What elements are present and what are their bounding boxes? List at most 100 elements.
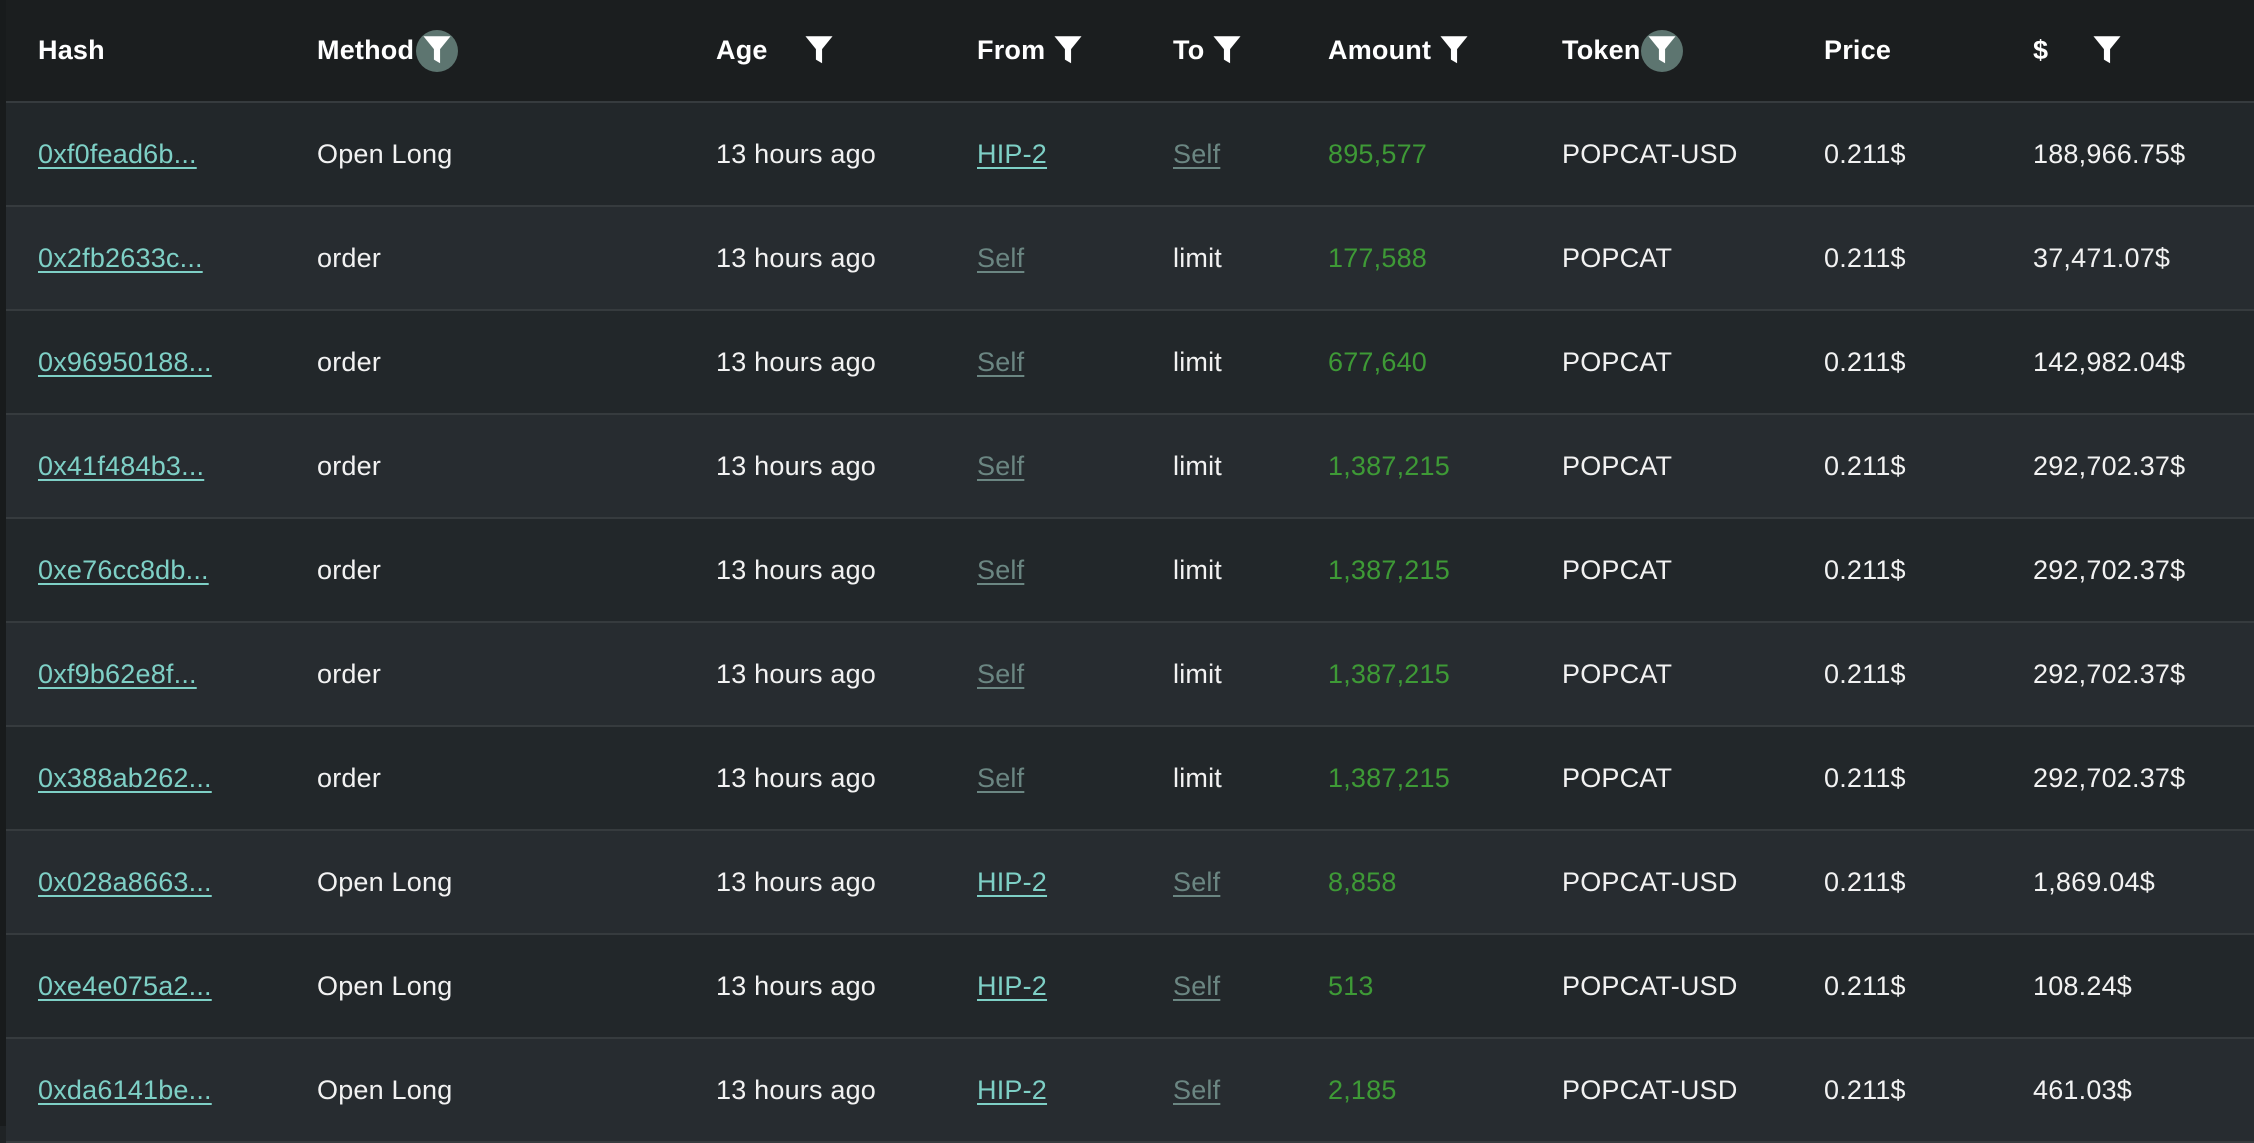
tx-age: 13 hours ago [716,554,877,585]
tx-method: order [317,658,382,689]
tx-method-cell: order [317,415,381,517]
tx-age: 13 hours ago [716,242,877,273]
tx-price: 0.211$ [1824,762,1906,793]
tx-token-cell: POPCAT [1562,311,1672,413]
tx-hash-link-cell: 0x41f484b3... [38,415,204,517]
tx-token-cell: POPCAT-USD [1562,935,1738,1037]
tx-from-link[interactable]: Self [977,450,1025,481]
method-filter-button[interactable] [416,29,459,72]
tx-price: 0.211$ [1824,450,1906,481]
filter-icon [2093,35,2121,63]
tx-hash-link-cell: 0xf9b62e8f... [38,623,197,725]
tx-to-link-cell: Self [1173,103,1220,205]
tx-method: Open Long [317,138,453,169]
tx-from-link[interactable]: HIP-2 [977,970,1048,1001]
age-filter-button[interactable] [798,30,840,72]
to-filter-button[interactable] [1206,30,1248,72]
table-row: 0xe4e075a2... Open Long 13 hours ago HIP-2 S… [6,935,2254,1039]
table-row: 0x96950188... order 13 hours ago Self limit 6… [6,311,2254,415]
tx-amount: 677,640 [1328,346,1427,377]
tx-age-cell: 13 hours ago [716,727,876,829]
tx-token: POPCAT-USD [1562,970,1738,1001]
tx-age: 13 hours ago [716,970,877,1001]
header-token-label: Token [1562,35,1641,65]
tx-to-link[interactable]: Self [1173,866,1221,897]
tx-hash-link[interactable]: 0xe76cc8db... [38,554,209,585]
tx-usd-value: 37,471.07$ [2033,242,2171,273]
token-filter-button[interactable] [1640,29,1683,72]
table-row: 0xe76cc8db... order 13 hours ago Self limit 1… [6,519,2254,623]
tx-hash-link[interactable]: 0xe4e075a2... [38,970,212,1001]
filter-icon [805,35,833,63]
tx-from-link[interactable]: Self [977,554,1025,585]
tx-amount: 1,387,215 [1328,450,1450,481]
tx-hash-link[interactable]: 0xf0fead6b... [38,138,197,169]
tx-to: limit [1173,762,1222,793]
tx-age-cell: 13 hours ago [716,207,876,309]
tx-hash-link[interactable]: 0x96950188... [38,346,212,377]
tx-price-cell: 0.211$ [1824,415,1906,517]
tx-hash-link[interactable]: 0x028a8663... [38,866,212,897]
tx-usd-value-cell: 292,702.37$ [2033,727,2185,829]
tx-hash-link[interactable]: 0x388ab262... [38,762,212,793]
tx-to: limit [1173,242,1222,273]
tx-method: order [317,346,382,377]
tx-from-link[interactable]: Self [977,658,1025,689]
tx-from-link[interactable]: HIP-2 [977,1074,1048,1105]
filter-icon [1213,35,1241,63]
tx-hash-link[interactable]: 0xf9b62e8f... [38,658,197,689]
table-row: 0x388ab262... order 13 hours ago Self limit 1… [6,727,2254,831]
tx-amount: 2,185 [1328,1074,1397,1105]
tx-from-link[interactable]: Self [977,346,1025,377]
tx-token: POPCAT [1562,554,1673,585]
tx-from-link-cell: Self [977,727,1024,829]
tx-token-cell: POPCAT [1562,207,1672,309]
tx-amount: 1,387,215 [1328,762,1450,793]
tx-usd-value: 188,966.75$ [2033,138,2186,169]
tx-from-link-cell: Self [977,519,1024,621]
tx-from-link-cell: HIP-2 [977,1039,1047,1141]
amount-filter-button[interactable] [1433,30,1475,72]
tx-amount-cell: 677,640 [1328,311,1427,413]
tx-token: POPCAT [1562,242,1673,273]
tx-amount-cell: 1,387,215 [1328,519,1450,621]
header-usd-label: $ [2033,35,2049,65]
tx-to-link[interactable]: Self [1173,138,1221,169]
tx-to-link-cell: Self [1173,935,1220,1037]
tx-price-cell: 0.211$ [1824,311,1906,413]
tx-from-link-cell: Self [977,311,1024,413]
tx-hash-link[interactable]: 0x41f484b3... [38,450,205,481]
tx-from-link[interactable]: HIP-2 [977,866,1048,897]
tx-usd-value: 292,702.37$ [2033,762,2186,793]
tx-method-cell: Open Long [317,103,452,205]
tx-hash-link[interactable]: 0xda6141be... [38,1074,212,1105]
tx-price-cell: 0.211$ [1824,831,1906,933]
tx-to-link[interactable]: Self [1173,970,1221,1001]
usd-filter-button[interactable] [2086,30,2128,72]
tx-amount-cell: 1,387,215 [1328,727,1450,829]
tx-from-link[interactable]: HIP-2 [977,138,1048,169]
tx-token: POPCAT [1562,450,1673,481]
tx-token: POPCAT-USD [1562,1074,1738,1105]
tx-usd-value: 292,702.37$ [2033,554,2186,585]
tx-to: limit [1173,450,1222,481]
from-filter-button[interactable] [1047,30,1089,72]
tx-usd-value-cell: 461.03$ [2033,1039,2132,1141]
table-row: 0x2fb2633c... order 13 hours ago Self limit 1… [6,207,2254,311]
header-method-label: Method [317,35,415,65]
filter-icon [423,35,451,63]
tx-hash-link[interactable]: 0x2fb2633c... [38,242,203,273]
tx-to-cell: limit [1173,415,1222,517]
tx-age: 13 hours ago [716,1074,877,1105]
tx-price: 0.211$ [1824,242,1906,273]
tx-usd-value-cell: 292,702.37$ [2033,415,2185,517]
tx-price-cell: 0.211$ [1824,727,1906,829]
tx-from-link[interactable]: Self [977,762,1025,793]
tx-age: 13 hours ago [716,450,877,481]
tx-price-cell: 0.211$ [1824,935,1906,1037]
tx-amount-cell: 1,387,215 [1328,415,1450,517]
header-from-label: From [977,35,1046,65]
tx-from-link[interactable]: Self [977,242,1025,273]
tx-method-cell: order [317,207,381,309]
tx-to-link[interactable]: Self [1173,1074,1221,1105]
